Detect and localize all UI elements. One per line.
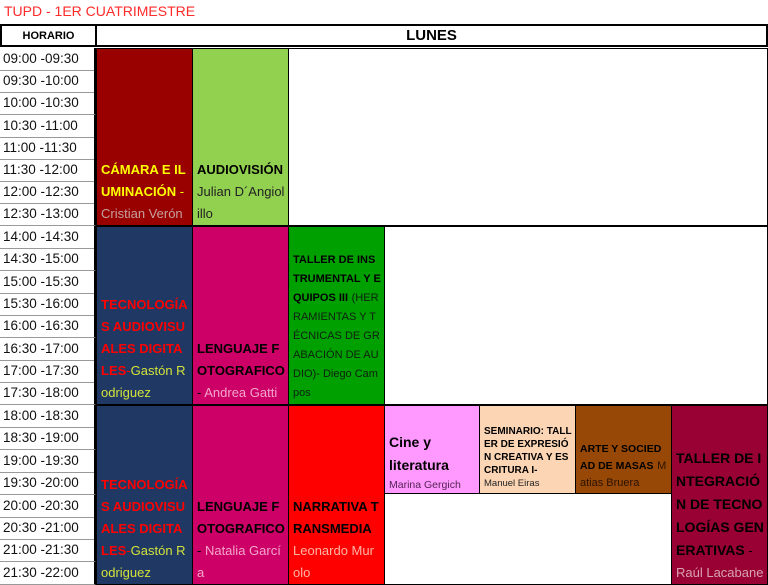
- course-seminario-escritura[interactable]: SEMINARIO: TALLER DE EXPRESIÓN CREATIVA …: [479, 405, 576, 494]
- time-slot: 14:00 -14:30: [0, 226, 96, 249]
- time-slot: 20:30 -21:00: [0, 517, 96, 540]
- course-teacher: Leonardo Murolo: [293, 543, 374, 580]
- time-slot: 19:30 -20:00: [0, 472, 96, 496]
- course-teacher: Raúl Lacabane: [676, 565, 764, 580]
- course-title: AUDIOVISIÓN: [197, 162, 283, 177]
- empty-cell: [384, 493, 672, 585]
- course-taller-integracion[interactable]: TALLER DE INTEGRACIÓN DE TECNOLOGÍAS GEN…: [671, 405, 768, 585]
- course-cine-literatura[interactable]: Cine y literatura Marina Gergich: [384, 405, 480, 494]
- time-slot: 20:00 -20:30: [0, 494, 96, 518]
- separator: -: [197, 385, 205, 400]
- separator: -: [744, 543, 753, 558]
- course-taller-instrumental[interactable]: TALLER DE INSTRUMENTAL Y EQUIPOS III (HE…: [288, 226, 385, 405]
- course-title: LENGUAJE FOTOGRAFICO: [197, 341, 285, 378]
- course-teacher: Cristian Verón: [101, 206, 183, 221]
- separator: -: [126, 543, 131, 558]
- time-slot: 17:00 -17:30: [0, 359, 96, 383]
- separator: -: [126, 363, 131, 378]
- time-slot: 12:30 -13:00: [0, 203, 96, 227]
- course-teacher: Gastón Rodriguez: [101, 543, 186, 580]
- course-teacher: (HERRAMIENTAS Y TÉCNICAS DE GRABACIÓN DE…: [293, 292, 380, 399]
- time-slot: 19:00 -19:30: [0, 449, 96, 473]
- course-tecnologias-audiovisuales[interactable]: TECNOLOGÍAS AUDIOVISUALES DIGITALES-Gast…: [96, 405, 193, 585]
- time-slot: 10:00 -10:30: [0, 92, 96, 116]
- day-header: LUNES: [95, 24, 768, 47]
- time-slot: 21:30 -22:00: [0, 561, 96, 585]
- course-teacher: Natalia García: [197, 543, 281, 580]
- course-title: TALLER DE INSTRUMENTAL Y EQUIPOS III: [293, 254, 381, 304]
- course-title: TECNOLOGÍAS AUDIOVISUALES DIGITALES: [101, 477, 188, 558]
- time-slot: 21:00 -21:30: [0, 539, 96, 563]
- course-teacher: Marina Gergich: [389, 479, 461, 491]
- course-teacher: Manuel Eiras: [484, 478, 540, 489]
- empty-cell: [288, 48, 768, 226]
- course-lenguaje-fotografico[interactable]: LENGUAJE FOTOGRAFICO - Andrea Gatti: [192, 226, 289, 405]
- time-slot: 10:30 -11:00: [0, 114, 96, 138]
- course-title: NARRATIVA TRANSMEDIA: [293, 499, 379, 536]
- sheet-title: TUPD - 1ER CUATRIMESTRE: [4, 3, 196, 19]
- course-title: LENGUAJE FOTOGRAFICO: [197, 499, 285, 536]
- time-slot: 18:00 -18:30: [0, 405, 96, 428]
- time-slot: 16:00 -16:30: [0, 315, 96, 339]
- course-teacher: Gastón Rodriguez: [101, 363, 186, 400]
- time-slot: 18:30 -19:00: [0, 427, 96, 451]
- time-slot: 15:00 -15:30: [0, 270, 96, 294]
- course-narrativa-transmedia[interactable]: NARRATIVA TRANSMEDIA Leonardo Murolo: [288, 405, 385, 585]
- course-teacher: Julian D´Angiolillo: [197, 184, 285, 221]
- course-title: ARTE Y SOCIEDAD DE MASAS: [580, 443, 662, 472]
- time-slot: 11:00 -11:30: [0, 136, 96, 160]
- course-title: SEMINARIO: TALLER DE EXPRESIÓN CREATIVA …: [484, 426, 572, 476]
- course-arte-sociedad-masas[interactable]: ARTE Y SOCIEDAD DE MASAS Matias Bruera: [575, 405, 672, 494]
- time-slot: 15:30 -16:00: [0, 292, 96, 316]
- time-slot: 12:00 -12:30: [0, 181, 96, 205]
- course-teacher: Matias Bruera: [580, 460, 667, 489]
- course-title: TALLER DE INTEGRACIÓN DE TECNOLOGÍAS GEN…: [676, 450, 764, 558]
- course-title: TECNOLOGÍAS AUDIOVISUALES DIGITALES: [101, 297, 188, 378]
- course-lenguaje-fotografico[interactable]: LENGUAJE FOTOGRAFICO - Natalia García: [192, 405, 289, 585]
- course-teacher: Andrea Gatti: [204, 385, 278, 400]
- course-tecnologias-audiovisuales[interactable]: TECNOLOGÍAS AUDIOVISUALES DIGITALES-Gast…: [96, 226, 193, 405]
- time-slot: 16:30 -17:00: [0, 337, 96, 361]
- time-slot: 09:30 -10:00: [0, 70, 96, 94]
- horario-header: HORARIO: [0, 24, 97, 47]
- course-camara-iluminacion[interactable]: CÁMARA E ILUMINACIÓN - Cristian Verón: [96, 48, 193, 226]
- empty-cell: [384, 226, 768, 405]
- course-title: Cine y literatura: [389, 434, 449, 473]
- time-slot: 11:30 -12:00: [0, 159, 96, 182]
- time-slot: 17:30 -18:00: [0, 382, 96, 406]
- course-title: CÁMARA E ILUMINACIÓN: [101, 162, 186, 199]
- separator: -: [176, 184, 185, 199]
- separator: -: [197, 543, 205, 558]
- time-slot: 14:30 -15:00: [0, 248, 96, 272]
- time-slot: 09:00 -09:30: [0, 48, 96, 71]
- course-audiovision[interactable]: AUDIOVISIÓN Julian D´Angiolillo: [192, 48, 289, 226]
